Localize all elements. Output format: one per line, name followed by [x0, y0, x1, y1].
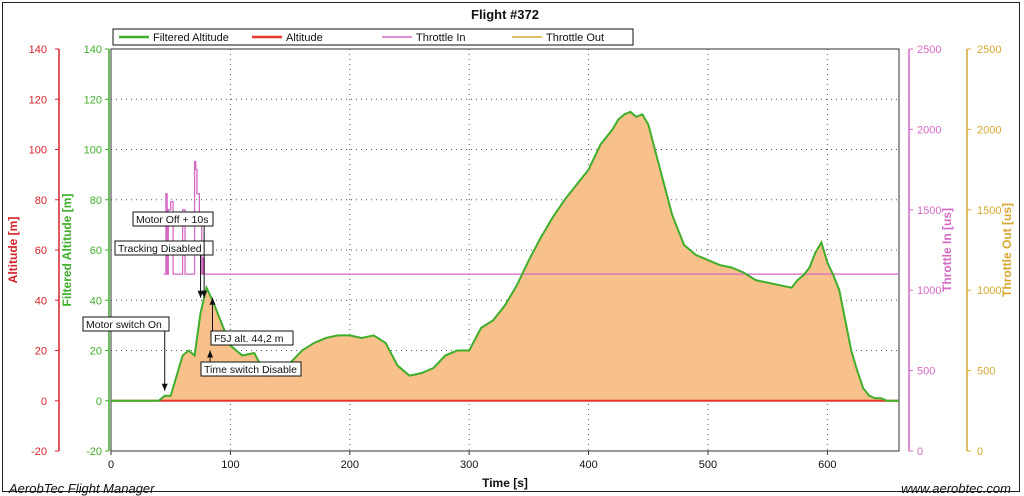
filtered-tick-label: 100 — [84, 145, 102, 157]
throttle_out-tick-label: 1500 — [977, 205, 1001, 217]
website-url: www.aerobtec.com — [901, 481, 1011, 496]
altitude-tick-label: -20 — [31, 446, 47, 458]
annotation-box — [114, 240, 214, 256]
annotation-box — [210, 330, 294, 346]
x-tick-label: 400 — [579, 459, 597, 471]
annotation-arrow — [207, 350, 214, 358]
throttle_out-tick-label: 0 — [977, 446, 983, 458]
annotation-box — [200, 361, 302, 377]
annotation-label: Time switch Disable — [204, 364, 297, 376]
x-tick-label: 100 — [221, 459, 239, 471]
legend-label-1: Altitude — [286, 32, 323, 44]
legend-label-0: Filtered Altitude — [153, 32, 229, 44]
throttle_in-tick-label: 500 — [917, 366, 935, 378]
filtered-tick-label: 20 — [90, 346, 102, 358]
legend-label-3: Throttle Out — [546, 32, 604, 44]
annotation-arrow — [209, 297, 216, 305]
throttle_out-axis-title: Throttle Out [us] — [1000, 203, 1014, 297]
annotation-box — [132, 211, 214, 227]
throttle_out-tick-label: 2000 — [977, 124, 1001, 136]
annotation-label: Motor switch On — [86, 319, 162, 331]
filtered-tick-label: -20 — [86, 446, 102, 458]
chart-title: Flight #372 — [471, 7, 539, 22]
throttle_in-tick-label: 2500 — [917, 44, 941, 56]
throttle_in-tick-label: 1000 — [917, 285, 941, 297]
legend-label-2: Throttle In — [416, 32, 466, 44]
altitude-tick-label: 0 — [41, 396, 47, 408]
altitude-tick-label: 40 — [35, 295, 47, 307]
throttle_in-tick-label: 0 — [917, 446, 923, 458]
annotation-arrow — [161, 383, 168, 391]
filtered-axis-title: Filtered Altitude [m] — [60, 194, 74, 307]
x-axis-title: Time [s] — [482, 476, 528, 490]
annotation-arrow — [201, 290, 208, 298]
filtered-tick-label: 120 — [84, 94, 102, 106]
altitude-tick-label: 20 — [35, 346, 47, 358]
altitude-axis-title: Altitude [m] — [6, 217, 20, 284]
annotation-label: F5J alt. 44,2 m — [214, 333, 284, 345]
filtered-tick-label: 0 — [96, 396, 102, 408]
altitude-tick-label: 120 — [29, 94, 47, 106]
app-name: AerobTec Flight Manager — [9, 481, 155, 496]
filtered-tick-label: 80 — [90, 195, 102, 207]
legend-box — [112, 28, 634, 46]
annotation-label: Motor Off + 10s — [136, 214, 208, 226]
filtered-tick-label: 140 — [84, 44, 102, 56]
x-tick-label: 500 — [699, 459, 717, 471]
throttle_out-tick-label: 1000 — [977, 285, 1001, 297]
altitude-tick-label: 100 — [29, 145, 47, 157]
throttle_out-tick-label: 2500 — [977, 44, 1001, 56]
x-tick-label: 600 — [818, 459, 836, 471]
altitude-tick-label: 140 — [29, 44, 47, 56]
x-tick-label: 0 — [108, 459, 114, 471]
throttle_in-axis-title: Throttle In [us] — [940, 208, 954, 292]
filtered-tick-label: 40 — [90, 295, 102, 307]
x-tick-label: 300 — [460, 459, 478, 471]
annotation-box — [82, 316, 170, 332]
altitude-tick-label: 60 — [35, 245, 47, 257]
x-tick-label: 200 — [341, 459, 359, 471]
throttle_in-tick-label: 1500 — [917, 205, 941, 217]
filtered-altitude-area — [111, 111, 899, 401]
throttle_in-tick-label: 2000 — [917, 124, 941, 136]
annotation-label: Tracking Disabled — [118, 243, 202, 255]
filtered-tick-label: 60 — [90, 245, 102, 257]
throttle_out-tick-label: 500 — [977, 366, 995, 378]
altitude-tick-label: 80 — [35, 195, 47, 207]
